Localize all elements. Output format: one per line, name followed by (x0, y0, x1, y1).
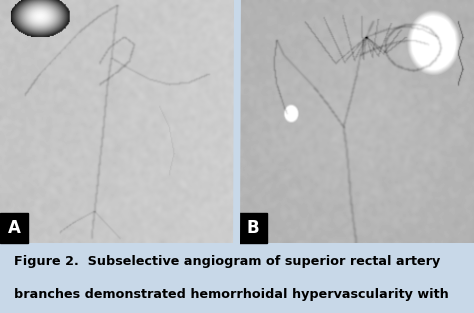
Text: Figure 2.  Subselective angiogram of superior rectal artery: Figure 2. Subselective angiogram of supe… (14, 255, 440, 268)
Bar (0, 213, 28, 243)
Text: A: A (8, 219, 20, 237)
Text: B: B (246, 219, 259, 237)
Text: branches demonstrated hemorrhoidal hypervascularity with: branches demonstrated hemorrhoidal hyper… (14, 288, 449, 301)
Bar (239, 213, 267, 243)
